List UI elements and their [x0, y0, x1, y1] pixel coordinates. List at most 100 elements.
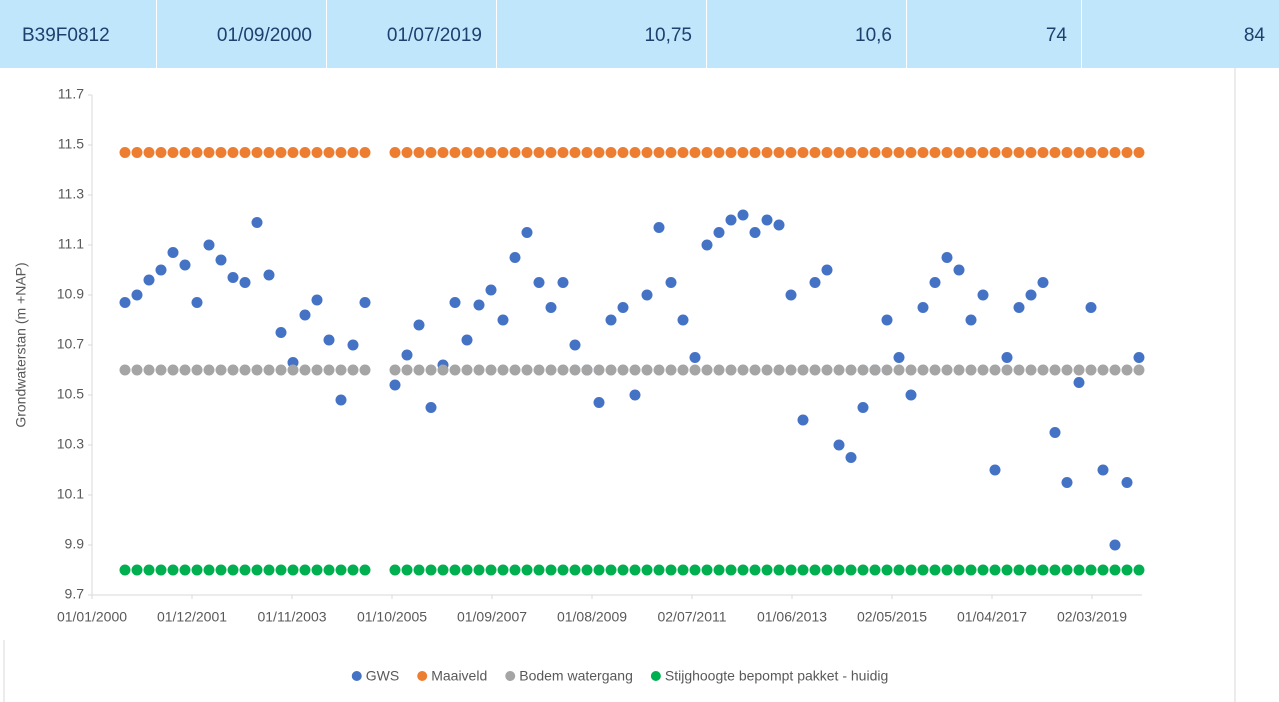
- point: [617, 302, 629, 313]
- point: [413, 564, 425, 576]
- x-tick-label: 01/08/2009: [557, 609, 627, 625]
- point: [833, 439, 845, 451]
- point: [689, 352, 701, 363]
- legend-label: Stijghoogte bepompt pakket - huidig: [665, 668, 888, 684]
- point: [155, 364, 167, 376]
- point: [1049, 564, 1061, 576]
- point: [389, 564, 401, 576]
- point: [653, 364, 665, 376]
- point: [1109, 564, 1121, 576]
- point: [143, 364, 155, 376]
- header-cell: 10,75: [497, 0, 707, 68]
- point: [509, 564, 521, 576]
- point: [437, 147, 449, 158]
- point: [953, 564, 965, 576]
- point: [629, 564, 641, 576]
- point: [917, 364, 929, 376]
- point: [335, 147, 347, 158]
- point: [155, 264, 167, 276]
- point: [941, 252, 953, 263]
- point: [449, 297, 461, 308]
- point: [545, 147, 557, 158]
- point: [869, 564, 881, 576]
- point: [617, 147, 629, 158]
- point: [1085, 302, 1097, 313]
- point: [437, 364, 449, 376]
- point: [1037, 277, 1049, 288]
- point: [653, 222, 665, 233]
- point: [1085, 147, 1097, 158]
- point: [461, 364, 473, 376]
- point: [191, 147, 203, 158]
- point: [617, 564, 629, 576]
- point: [785, 289, 797, 301]
- legend-label: Bodem watergang: [519, 668, 633, 684]
- point: [905, 364, 917, 376]
- y-tick-label: 10.1: [57, 486, 84, 502]
- point: [347, 364, 359, 376]
- point: [449, 147, 461, 158]
- point: [1097, 464, 1109, 476]
- point: [323, 147, 335, 158]
- point: [593, 397, 605, 408]
- point: [821, 564, 833, 576]
- point: [1049, 427, 1061, 438]
- point: [215, 147, 227, 158]
- point: [179, 147, 191, 158]
- point: [1025, 564, 1037, 576]
- point: [533, 147, 545, 158]
- point: [653, 564, 665, 576]
- point: [323, 364, 335, 376]
- point: [1013, 147, 1025, 158]
- point: [461, 564, 473, 576]
- point: [749, 147, 761, 158]
- point: [761, 147, 773, 158]
- point: [401, 349, 413, 361]
- header-cell: B39F0812: [0, 0, 157, 68]
- point: [557, 564, 569, 576]
- point: [881, 364, 893, 376]
- point: [605, 564, 617, 576]
- point: [203, 364, 215, 376]
- point: [857, 402, 869, 413]
- point: [929, 147, 941, 158]
- point: [287, 564, 299, 576]
- point: [413, 319, 425, 331]
- point: [545, 364, 557, 376]
- point: [581, 564, 593, 576]
- point: [1109, 147, 1121, 158]
- point: [251, 564, 263, 576]
- point: [449, 564, 461, 576]
- point: [533, 277, 545, 288]
- point: [359, 147, 371, 158]
- x-tick-label: 02/05/2015: [857, 609, 927, 625]
- point: [1121, 564, 1133, 576]
- point: [809, 147, 821, 158]
- point: [1121, 477, 1133, 488]
- point: [989, 147, 1001, 158]
- point: [593, 364, 605, 376]
- point: [335, 364, 347, 376]
- point: [593, 564, 605, 576]
- point: [677, 314, 689, 326]
- point: [977, 147, 989, 158]
- point: [215, 364, 227, 376]
- point: [509, 252, 521, 263]
- point: [905, 564, 917, 576]
- point: [299, 147, 311, 158]
- y-tick-label: 10.7: [57, 336, 84, 352]
- point: [473, 147, 485, 158]
- point: [1001, 352, 1013, 363]
- point: [347, 564, 359, 576]
- point: [809, 564, 821, 576]
- point: [833, 147, 845, 158]
- header-cell: 10,6: [707, 0, 907, 68]
- point: [569, 339, 581, 351]
- point: [893, 352, 905, 363]
- point: [323, 334, 335, 346]
- point: [287, 364, 299, 376]
- point: [1121, 147, 1133, 158]
- legend-label: Maaiveld: [431, 668, 487, 684]
- point: [773, 147, 785, 158]
- point: [857, 564, 869, 576]
